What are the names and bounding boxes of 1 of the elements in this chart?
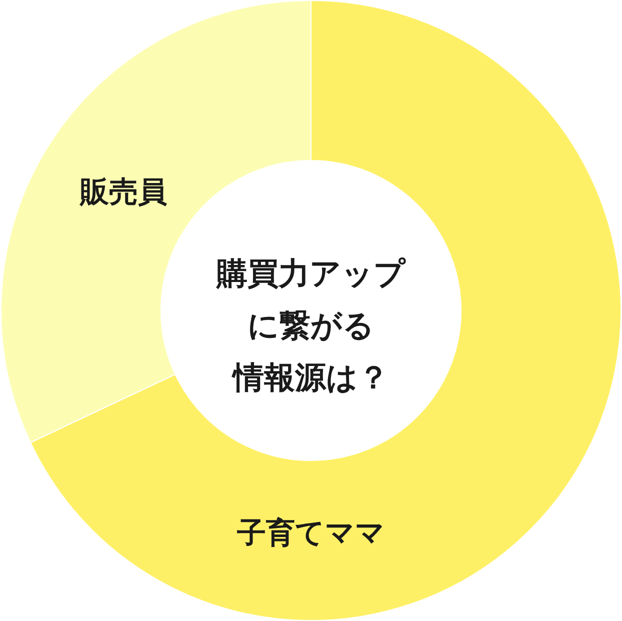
title: 購買力アップに繋がる情報源は？ [216, 256, 406, 396]
